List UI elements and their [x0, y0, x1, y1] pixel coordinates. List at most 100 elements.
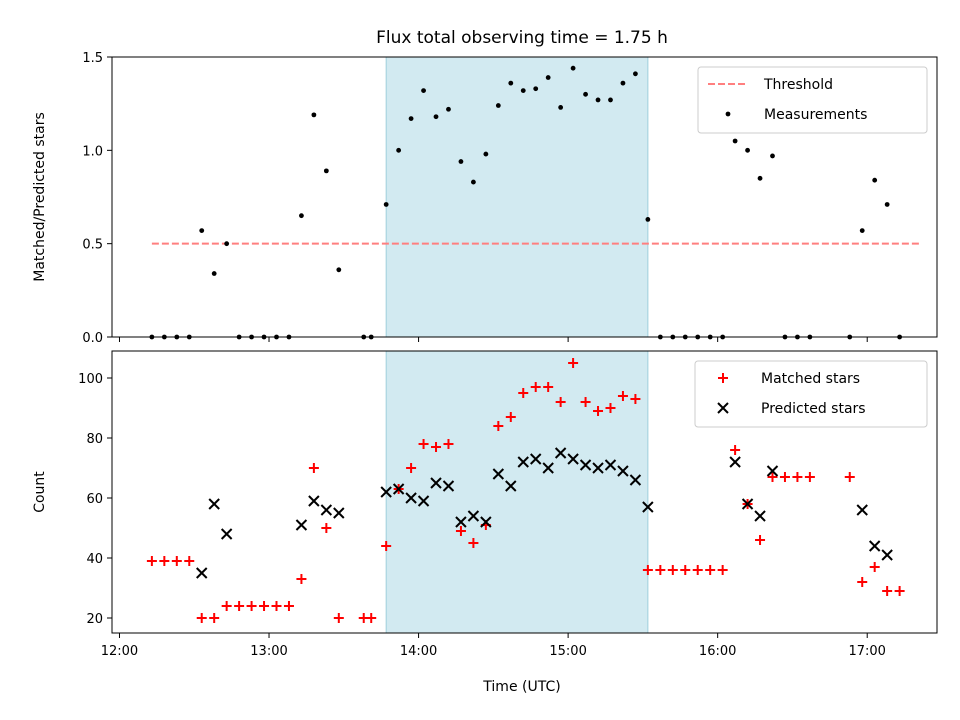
measurement-point — [336, 267, 342, 273]
legend-box — [694, 360, 928, 428]
predicted-star-point — [392, 483, 405, 495]
y-axis-label: Matched/Predicted stars — [32, 112, 48, 282]
measurement-point — [311, 112, 317, 118]
legend-label: Predicted stars — [761, 401, 866, 417]
matched-star-point — [518, 388, 529, 398]
predicted-star-point — [442, 480, 455, 492]
predicted-star-point — [530, 453, 542, 465]
legend-label: Matched stars — [761, 371, 860, 387]
matched-star-point — [692, 565, 703, 575]
matched-star-point — [455, 526, 466, 536]
legend-handle — [717, 402, 729, 414]
x-tick-label: 15:00 — [549, 644, 586, 659]
predicted-star-point — [295, 519, 308, 531]
measurement-point — [471, 179, 476, 185]
matched-star-point — [580, 397, 591, 407]
axes-frame — [111, 56, 938, 338]
measurement-point — [508, 80, 514, 86]
predicted-star-point — [196, 567, 208, 579]
measurement-point — [645, 217, 651, 222]
predicted-star-point — [729, 456, 741, 468]
measurement-point — [458, 159, 464, 164]
predicted-star-point — [754, 510, 766, 522]
legend: Matched stars Predicted stars — [694, 360, 928, 428]
x-tick-label: 12:00 — [101, 644, 138, 659]
matched-star-point — [792, 472, 803, 482]
predicted-star-point — [766, 465, 779, 477]
measurement-point — [433, 114, 439, 120]
legend-handle — [718, 373, 728, 383]
measurement-point — [745, 147, 750, 153]
measurement-point — [859, 228, 865, 234]
measurement-point — [570, 65, 576, 71]
measurement-point — [211, 271, 217, 276]
measurement-point — [383, 202, 389, 207]
matched-star-point — [406, 463, 417, 473]
predicted-star-point — [492, 468, 505, 480]
predicted-star-point — [542, 462, 554, 474]
matched-star-point — [221, 601, 232, 611]
predicted-star-point — [642, 501, 654, 513]
x-tick-label: 17:00 — [848, 644, 885, 659]
legend-label: Measurements — [764, 107, 867, 123]
predicted-star-point — [592, 462, 604, 474]
predicted-star-point — [417, 495, 430, 507]
predicted-star-point — [380, 486, 392, 498]
y-tick-label: 80 — [86, 432, 103, 447]
measurement-point — [483, 151, 489, 157]
predicted-star-point — [467, 510, 480, 522]
measurement-point — [520, 88, 526, 93]
measurement-point — [495, 103, 501, 108]
measurement-point — [558, 105, 564, 110]
x-axis-label: Time (UTC) — [482, 679, 560, 695]
chart-title: Flux total observing time = 1.75 h — [376, 28, 668, 48]
matched-star-point — [296, 574, 307, 584]
matched-star-point — [717, 565, 728, 575]
matched-star-point — [443, 439, 454, 449]
matched-star-point — [321, 523, 332, 533]
measurement-point — [446, 106, 451, 112]
y-tick-label: 1.5 — [82, 51, 103, 66]
matched-star-point — [271, 601, 282, 611]
x-tick-label: 13:00 — [250, 644, 287, 659]
matched-star-point — [568, 358, 579, 368]
measurement-point — [396, 147, 402, 153]
matched-star-point — [844, 472, 855, 482]
axes-frame — [111, 350, 938, 634]
matched-star-point — [730, 445, 741, 455]
matched-star-point — [209, 613, 220, 623]
matched-star-point — [705, 565, 716, 575]
matched-star-point — [381, 541, 392, 551]
measurement-point — [421, 88, 426, 93]
measurement-point — [872, 177, 878, 183]
matched-star-point — [308, 463, 319, 473]
y-axis-label: Count — [32, 471, 48, 513]
measurement-point — [770, 153, 775, 159]
matched-star-point — [418, 439, 429, 449]
matched-star-point — [468, 538, 479, 548]
matched-star-point — [593, 406, 604, 416]
matched-star-point — [630, 394, 641, 404]
y-tick-label: 0.5 — [82, 238, 103, 253]
matched-star-point — [642, 565, 653, 575]
predicted-star-point — [455, 516, 467, 528]
matched-star-point — [755, 535, 766, 545]
matched-star-point — [505, 412, 516, 422]
matched-star-point — [894, 586, 905, 596]
predicted-star-point — [567, 453, 579, 465]
matched-star-point — [431, 442, 442, 452]
measurement-point — [608, 97, 613, 103]
matched-star-point — [869, 562, 880, 572]
predicted-star-point — [517, 456, 529, 468]
matched-star-point — [159, 556, 170, 566]
matched-star-point — [882, 586, 893, 596]
y-tick-label: 100 — [78, 372, 103, 387]
predicted-star-point — [617, 465, 629, 477]
matched-star-point — [283, 601, 294, 611]
matched-star-point — [146, 556, 157, 566]
matched-star-point — [857, 577, 868, 587]
legend-label: Threshold — [763, 77, 833, 93]
predicted-star-point — [220, 528, 233, 540]
measurement-point — [224, 241, 230, 247]
predicted-star-point — [405, 492, 417, 504]
